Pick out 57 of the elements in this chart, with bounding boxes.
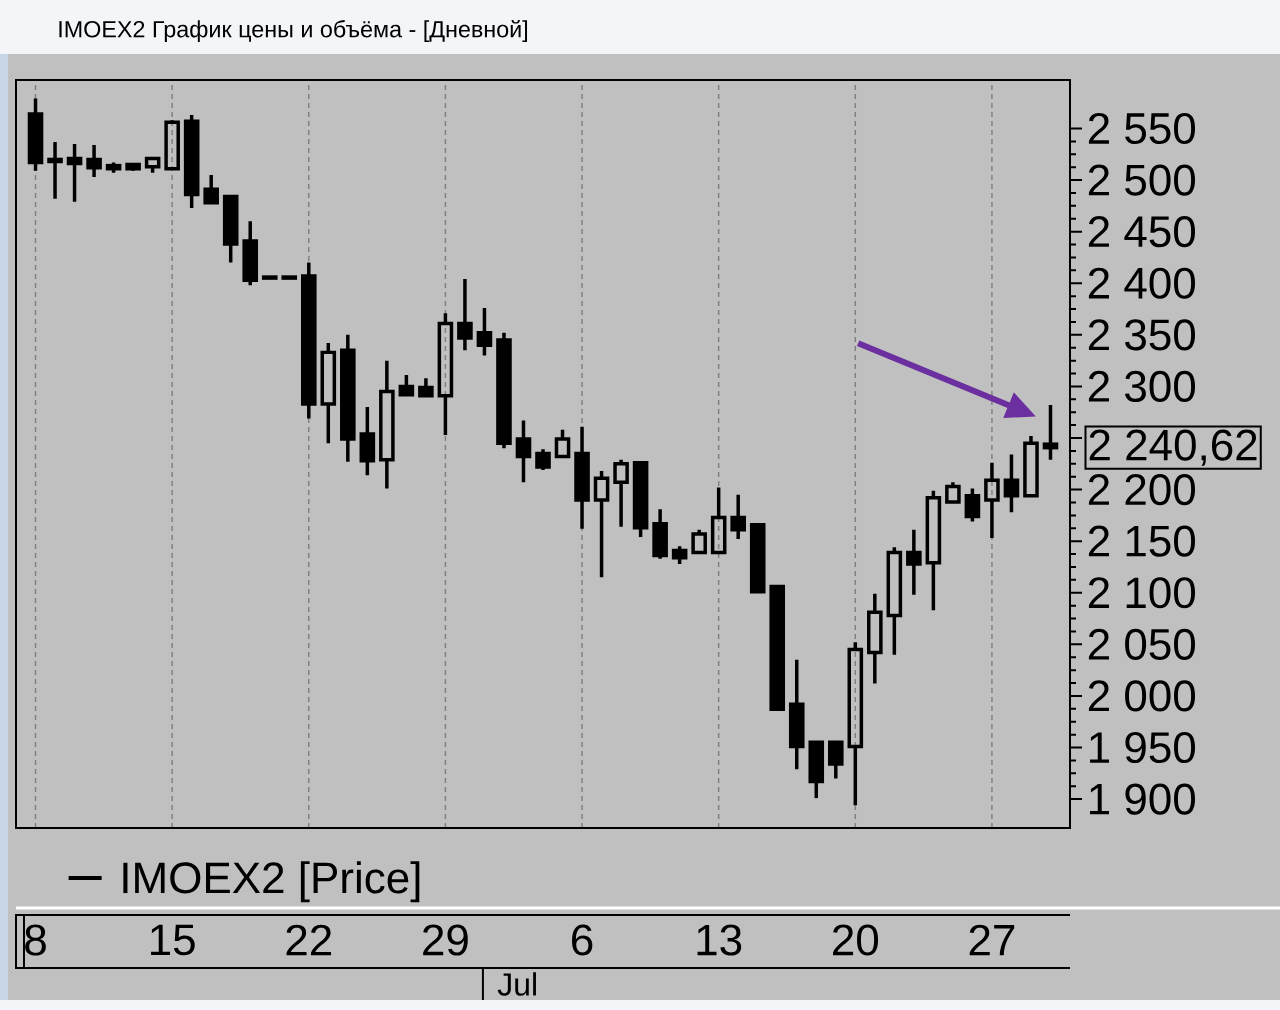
- candlestick: [574, 426, 590, 529]
- y-tick-label: 2 400: [1088, 267, 1196, 299]
- y-tick-label: 2 550: [1088, 112, 1196, 145]
- y-tick-label: 2 100: [1088, 577, 1196, 609]
- candlestick: [340, 334, 356, 462]
- candlestick: [379, 360, 395, 489]
- x-tick-label: 6: [572, 924, 593, 956]
- y-tick-label: 2 500: [1088, 164, 1196, 196]
- candlestick: [1042, 404, 1059, 460]
- x-tick-label: 15: [151, 924, 195, 956]
- candlestick: [47, 141, 63, 199]
- candlestick: [66, 143, 83, 202]
- candlestick: [710, 487, 727, 555]
- y-tick-label: 2 000: [1088, 680, 1196, 712]
- candlestick: [183, 115, 200, 208]
- candlestick: [593, 471, 610, 578]
- x-tick-label: 20: [833, 924, 879, 956]
- text: Jul: [497, 972, 536, 996]
- candlestick: [652, 509, 668, 559]
- candlestick: [925, 490, 942, 611]
- y-tick-label: 1 900: [1090, 783, 1196, 815]
- candlestick: [515, 420, 532, 483]
- candlestick: [437, 313, 454, 435]
- x-tick-label: 29: [423, 924, 468, 956]
- candlestick: [827, 740, 844, 779]
- y-tick-label: 2 450: [1088, 216, 1196, 248]
- annotation: 2 240,62: [1089, 429, 1257, 466]
- candlestick: [320, 343, 337, 444]
- candlestick: [476, 308, 493, 356]
- candlestick: [906, 529, 922, 595]
- candlestick: [847, 642, 864, 806]
- candlestick: [86, 144, 102, 177]
- y-tick-label: 2 300: [1088, 370, 1196, 402]
- candlestick: [242, 221, 259, 286]
- candlestick: [300, 262, 317, 419]
- candlestick: [730, 494, 746, 540]
- y-tick-label: 2 350: [1088, 319, 1196, 351]
- y-tick-label: 2 200: [1088, 474, 1196, 506]
- candlestick: [457, 279, 473, 351]
- candlestick: [984, 462, 1000, 539]
- candlestick: [613, 459, 629, 527]
- x-tick-label: 8: [25, 924, 46, 956]
- candlestick: [788, 659, 805, 770]
- y-tick-label: 2 050: [1088, 628, 1196, 660]
- x-tick-label: 22: [286, 924, 332, 956]
- candlestick: [867, 593, 883, 684]
- chart-title: IMOEX2 График цены и объёма - [Дневной]: [59, 19, 528, 43]
- candlestick: [886, 547, 903, 655]
- y-tick-label: 2 150: [1088, 525, 1196, 557]
- x-tick-label: 13: [697, 924, 742, 956]
- candlestick: [1003, 454, 1020, 513]
- legend-label: IMOEX2 [Price]: [123, 861, 420, 903]
- candlestick: [203, 174, 219, 205]
- candlestick: [359, 407, 376, 476]
- y-tick-label: 1 950: [1090, 731, 1196, 764]
- x-tick-label: 27: [969, 924, 1015, 956]
- candlestick: [27, 98, 44, 171]
